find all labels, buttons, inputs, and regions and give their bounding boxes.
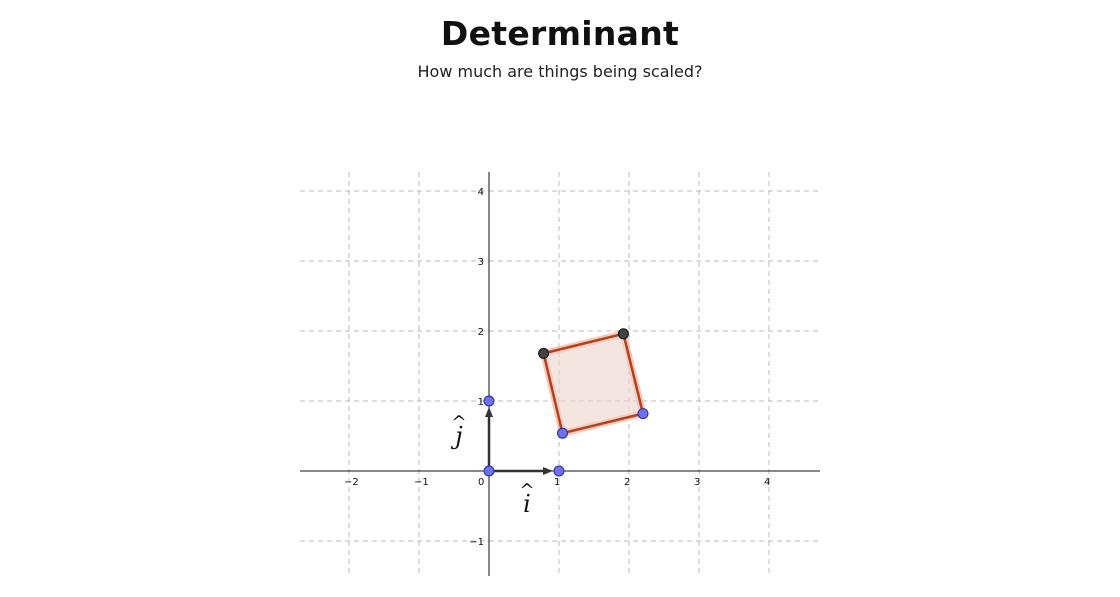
j-hat-point[interactable]	[483, 395, 495, 407]
x-tick-label: −2	[344, 477, 359, 488]
origin-point[interactable]	[483, 465, 495, 477]
square-vertex-point[interactable]	[557, 427, 568, 439]
j-hat-vector-arrowhead	[485, 407, 493, 417]
tick-labels: −2 −1 0 1 2 3 4 −1 1 2 3 4	[344, 187, 770, 548]
square-vertex-point[interactable]	[637, 408, 649, 420]
x-tick-label: 0	[478, 477, 484, 488]
x-tick-label: 3	[694, 477, 700, 488]
grid	[300, 172, 820, 576]
square-region[interactable]	[542, 332, 645, 435]
i-hat-label-hat: ^	[519, 480, 534, 501]
i-hat-vector	[489, 467, 553, 475]
i-hat-vector-arrowhead	[543, 467, 553, 475]
y-tick-label: −1	[469, 537, 484, 548]
transformed-square	[540, 330, 647, 437]
page-title: Determinant	[440, 14, 680, 53]
x-tick-label: 4	[764, 477, 770, 488]
i-hat-label: ^i	[519, 480, 534, 518]
basis-labels: ^i^j	[450, 412, 534, 518]
j-hat-label-hat: ^	[451, 412, 466, 433]
basis-vectors	[485, 407, 553, 475]
control-points	[483, 328, 649, 477]
j-hat-label: ^j	[450, 412, 466, 450]
y-tick-label: 4	[478, 187, 484, 198]
j-hat-vector	[485, 407, 493, 471]
i-hat-label-letter: i	[523, 490, 531, 518]
square-vertex-point[interactable]	[538, 347, 550, 359]
square-vertex-point[interactable]	[617, 328, 629, 340]
page-subtitle: How much are things being scaled?	[417, 62, 703, 81]
y-tick-label: 3	[478, 257, 484, 268]
x-tick-label: −1	[414, 477, 429, 488]
y-tick-label: 2	[478, 327, 484, 338]
i-hat-point[interactable]	[553, 465, 565, 477]
x-tick-label: 1	[554, 477, 560, 488]
y-tick-label: 1	[478, 397, 484, 408]
x-tick-label: 2	[624, 477, 630, 488]
